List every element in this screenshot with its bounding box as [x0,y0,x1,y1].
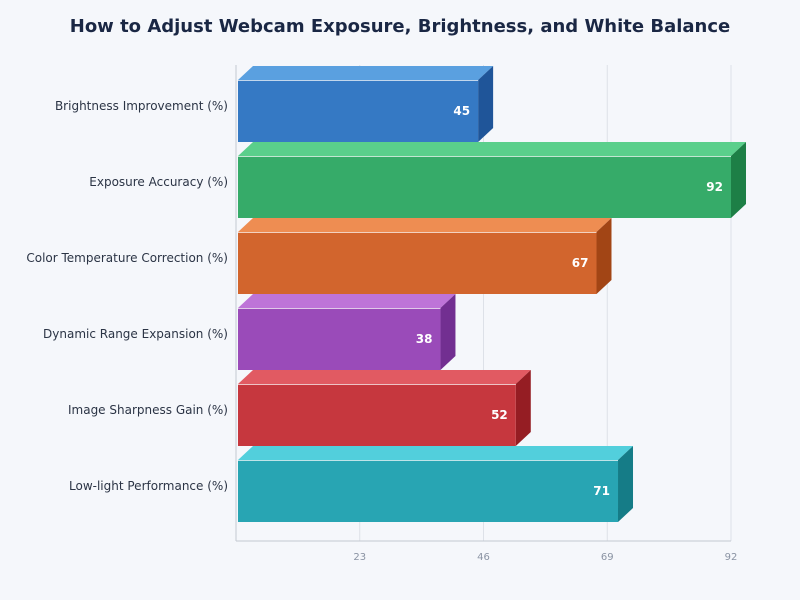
bar [238,232,597,294]
bar-top [238,446,634,460]
bar-side [618,446,634,522]
bar-side [515,370,531,446]
x-tick-label: 92 [725,552,738,563]
bar-top [238,370,531,384]
category-label: Brightness Improvement (%) [55,99,228,113]
data-label: 38 [416,332,433,346]
data-label: 71 [593,484,610,498]
bar-side [440,294,456,370]
x-tick-label: 46 [477,552,490,563]
bar-side [731,142,746,218]
bar [238,460,619,522]
category-label: Color Temperature Correction (%) [26,251,228,265]
x-tick-label: 23 [353,552,366,563]
category-label: Exposure Accuracy (%) [89,175,228,189]
bar-side [478,66,494,142]
data-label: 67 [572,256,589,270]
bar-top [238,294,456,308]
data-label: 45 [453,104,470,118]
x-tick-label: 69 [601,552,614,563]
bar-top [238,66,494,80]
category-label: Image Sharpness Gain (%) [68,403,228,417]
category-label: Dynamic Range Expansion (%) [43,327,228,341]
bar [238,156,731,218]
bar-top [238,142,746,156]
category-label: Low-light Performance (%) [69,479,228,493]
bar [238,308,441,370]
chart-title: How to Adjust Webcam Exposure, Brightnes… [69,16,731,37]
bar-top [238,218,612,232]
data-label: 92 [706,180,723,194]
data-label: 52 [491,408,508,422]
bar [238,384,516,446]
bar [238,80,479,142]
bar-side [596,218,612,294]
